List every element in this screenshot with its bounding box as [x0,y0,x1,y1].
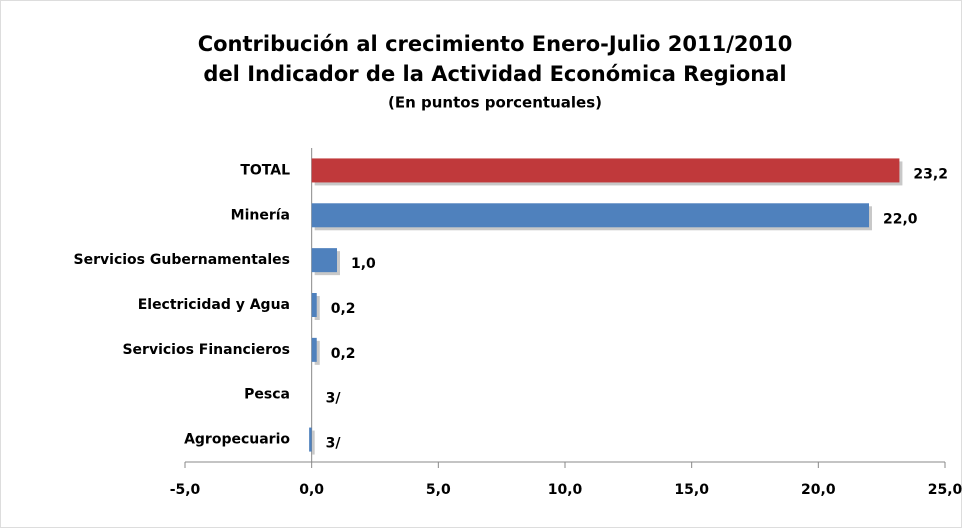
value-label: 3/ [326,391,342,407]
x-tick-label: 15,0 [674,482,709,498]
bar [311,293,317,317]
bar [311,337,317,362]
bar [311,248,337,273]
x-tick-label: 20,0 [801,482,836,498]
value-label: 0,2 [331,346,356,362]
bar [309,427,312,452]
bar-shadow [314,340,320,365]
x-tick-label: 5,0 [426,482,451,498]
bar [311,203,870,228]
category-label: TOTAL [240,162,290,178]
category-label: Servicios Financieros [122,342,290,358]
category-label: Servicios Gubernamentales [74,252,290,268]
value-label: 22,0 [883,211,918,227]
chart-title: Contribución al crecimiento Enero-Julio … [198,32,793,56]
x-tick-label: 0,0 [299,482,324,498]
x-tick-label: 25,0 [928,482,963,498]
category-label: Pesca [244,387,290,403]
value-label: 23,2 [913,166,948,182]
bar-shadow [312,430,315,455]
x-tick-label: -5,0 [170,482,201,498]
value-label: 0,2 [331,301,356,317]
bar-shadow [314,296,320,320]
chart-note: (En puntos porcentuales) [388,94,602,112]
value-label: 1,0 [351,256,376,272]
category-label: Agropecuario [184,432,290,448]
x-tick-label: 10,0 [548,482,583,498]
bar [311,158,900,183]
category-label: Minería [231,207,290,223]
category-label: Electricidad y Agua [138,297,290,313]
chart-subtitle: del Indicador de la Actividad Económica … [203,62,786,86]
value-label: 3/ [326,436,342,452]
